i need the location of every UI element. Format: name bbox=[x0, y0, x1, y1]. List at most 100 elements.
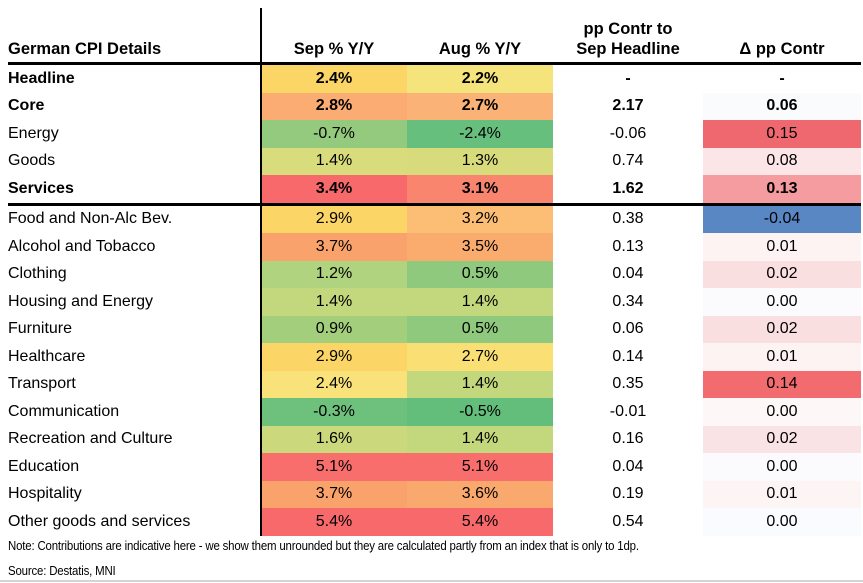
aug-value-cell: 2.2% bbox=[407, 65, 553, 93]
aug-value-cell: 3.2% bbox=[407, 205, 553, 233]
label-column-divider-line bbox=[260, 8, 262, 536]
row-label: Housing and Energy bbox=[8, 292, 153, 310]
column-header-pp-contr-line1: pp Contr to bbox=[583, 19, 673, 38]
contr-value-cell: 0.04 bbox=[612, 457, 644, 475]
aug-value-cell: 1.4% bbox=[407, 370, 553, 398]
table-row: Transport 2.4% 1.4% 0.35 0.14 bbox=[8, 370, 861, 398]
aug-value-cell: 5.4% bbox=[407, 508, 553, 536]
table-row: Hospitality 3.7% 3.6% 0.19 0.01 bbox=[8, 480, 861, 508]
table-row: Furniture 0.9% 0.5% 0.06 0.02 bbox=[8, 315, 861, 343]
source-text: Source: Destatis, MNI bbox=[8, 563, 116, 578]
sep-value-cell: 1.4% bbox=[261, 147, 407, 175]
aug-value-cell: 3.5% bbox=[407, 233, 553, 261]
row-label: Recreation and Culture bbox=[8, 430, 173, 448]
section-divider-line bbox=[8, 202, 861, 206]
contr-value-cell: 0.19 bbox=[612, 485, 644, 503]
delta-value-cell: 0.00 bbox=[703, 453, 861, 481]
table-row: Energy -0.7% -2.4% -0.06 0.15 bbox=[8, 120, 861, 148]
contr-value-cell: 0.34 bbox=[612, 292, 644, 310]
delta-value-cell: -0.04 bbox=[703, 205, 861, 233]
cpi-heatmap-table: German CPI Details Sep % Y/Y Aug % Y/Y p… bbox=[8, 8, 861, 536]
sep-value-cell: 2.9% bbox=[261, 205, 407, 233]
sep-value-cell: 1.4% bbox=[261, 288, 407, 316]
aug-value-cell: 1.3% bbox=[407, 147, 553, 175]
contr-value-cell: 0.04 bbox=[612, 265, 644, 283]
table-row: Food and Non-Alc Bev. 2.9% 3.2% 0.38 -0.04 bbox=[8, 205, 861, 233]
table-row: Services 3.4% 3.1% 1.62 0.13 bbox=[8, 175, 861, 203]
sep-value-cell: 1.2% bbox=[261, 260, 407, 288]
row-label: Services bbox=[8, 179, 74, 197]
contr-value-cell: 2.17 bbox=[612, 97, 644, 115]
column-header-pp-contr-line2: Sep Headline bbox=[576, 39, 680, 58]
contr-value-cell: -0.01 bbox=[609, 402, 647, 420]
sep-value-cell: 3.4% bbox=[261, 175, 407, 203]
table-row: Education 5.1% 5.1% 0.04 0.00 bbox=[8, 453, 861, 481]
contr-value-cell: 0.38 bbox=[612, 210, 644, 228]
aug-value-cell: 2.7% bbox=[407, 343, 553, 371]
row-label: Other goods and services bbox=[8, 512, 191, 530]
contr-value-cell: 0.54 bbox=[612, 512, 644, 530]
aug-value-cell: 1.4% bbox=[407, 288, 553, 316]
row-label: Transport bbox=[8, 375, 76, 393]
sep-value-cell: 5.4% bbox=[261, 508, 407, 536]
aug-value-cell: 2.7% bbox=[407, 92, 553, 120]
component-rows-section: Food and Non-Alc Bev. 2.9% 3.2% 0.38 -0.04 Al… bbox=[8, 205, 861, 536]
delta-value-cell: - bbox=[779, 69, 785, 87]
row-label: Alcohol and Tobacco bbox=[8, 237, 156, 255]
row-label: Healthcare bbox=[8, 347, 86, 365]
contr-value-cell: 0.13 bbox=[612, 237, 644, 255]
bottom-window-edge bbox=[0, 580, 863, 582]
row-label: Energy bbox=[8, 124, 59, 142]
table-row: Housing and Energy 1.4% 1.4% 0.34 0.00 bbox=[8, 288, 861, 316]
sep-value-cell: 3.7% bbox=[261, 233, 407, 261]
aug-value-cell: 3.1% bbox=[407, 175, 553, 203]
column-header-sep: Sep % Y/Y bbox=[293, 39, 375, 58]
aug-value-cell: 3.6% bbox=[407, 480, 553, 508]
row-label: Goods bbox=[8, 152, 56, 170]
delta-value-cell: 0.02 bbox=[703, 260, 861, 288]
aug-value-cell: 0.5% bbox=[407, 260, 553, 288]
aug-value-cell: -2.4% bbox=[407, 120, 553, 148]
sep-value-cell: 2.4% bbox=[261, 370, 407, 398]
delta-value-cell: 0.02 bbox=[703, 425, 861, 453]
contr-value-cell: 0.74 bbox=[612, 152, 644, 170]
aug-value-cell: -0.5% bbox=[407, 398, 553, 426]
row-label: Core bbox=[8, 97, 45, 115]
row-label: Clothing bbox=[8, 265, 67, 283]
aug-value-cell: 5.1% bbox=[407, 453, 553, 481]
table-header-row: German CPI Details Sep % Y/Y Aug % Y/Y p… bbox=[8, 8, 861, 65]
delta-value-cell: 0.08 bbox=[703, 147, 861, 175]
contr-value-cell: 0.35 bbox=[612, 375, 644, 393]
contr-value-cell: 0.06 bbox=[612, 320, 644, 338]
table-row: Goods 1.4% 1.3% 0.74 0.08 bbox=[8, 147, 861, 175]
note-text: Note: Contributions are indicative here … bbox=[8, 538, 639, 553]
row-label: Hospitality bbox=[8, 485, 82, 503]
table-row: Core 2.8% 2.7% 2.17 0.06 bbox=[8, 92, 861, 120]
sep-value-cell: 2.8% bbox=[261, 92, 407, 120]
column-header-pp-contr: pp Contr to Sep Headline bbox=[553, 19, 703, 59]
sep-value-cell: 2.4% bbox=[261, 65, 407, 93]
row-label: Headline bbox=[8, 69, 75, 87]
contr-value-cell: -0.06 bbox=[609, 124, 647, 142]
delta-value-cell: 0.13 bbox=[703, 175, 861, 203]
delta-value-cell: 0.01 bbox=[703, 233, 861, 261]
table-row: Communication -0.3% -0.5% -0.01 0.00 bbox=[8, 398, 861, 426]
sep-value-cell: 2.9% bbox=[261, 343, 407, 371]
delta-value-cell: 0.00 bbox=[703, 288, 861, 316]
aug-value-cell: 1.4% bbox=[407, 425, 553, 453]
table-row: Healthcare 2.9% 2.7% 0.14 0.01 bbox=[8, 343, 861, 371]
sep-value-cell: 0.9% bbox=[261, 315, 407, 343]
table-row: Other goods and services 5.4% 5.4% 0.54 0.00 bbox=[8, 508, 861, 536]
table-row: Clothing 1.2% 0.5% 0.04 0.02 bbox=[8, 260, 861, 288]
aug-value-cell: 0.5% bbox=[407, 315, 553, 343]
summary-rows-section: Headline 2.4% 2.2% - - Core 2.8% 2.7% 2.17 0.06 En… bbox=[8, 65, 861, 203]
delta-value-cell: 0.06 bbox=[703, 92, 861, 120]
delta-value-cell: 0.00 bbox=[703, 508, 861, 536]
row-label: Education bbox=[8, 457, 80, 475]
table-row: Headline 2.4% 2.2% - - bbox=[8, 65, 861, 93]
row-label: Furniture bbox=[8, 320, 73, 338]
sep-value-cell: 1.6% bbox=[261, 425, 407, 453]
delta-value-cell: 0.15 bbox=[703, 120, 861, 148]
column-header-aug: Aug % Y/Y bbox=[438, 39, 522, 58]
sep-value-cell: -0.7% bbox=[261, 120, 407, 148]
